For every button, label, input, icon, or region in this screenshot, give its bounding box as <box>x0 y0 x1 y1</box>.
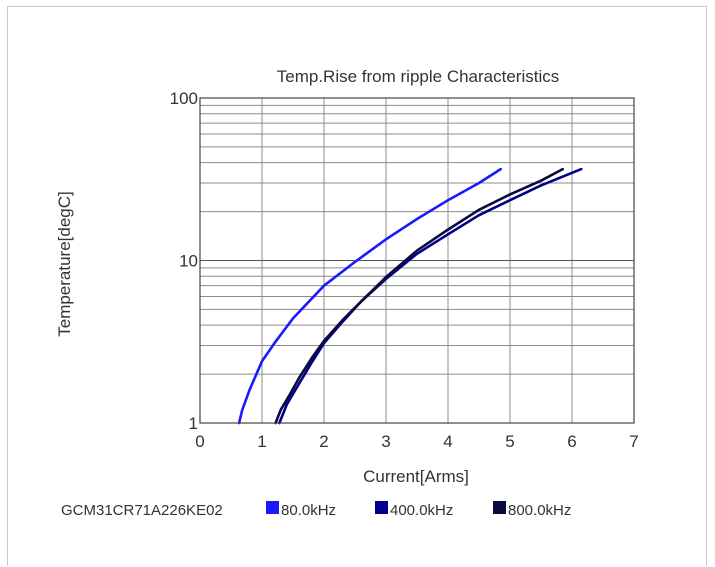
legend-part-number: GCM31CR71A226KE02 <box>61 502 223 519</box>
x-axis-label: Current[Arms] <box>363 467 469 486</box>
x-tick-label: 7 <box>629 432 638 451</box>
series-line-3 <box>274 167 565 425</box>
plot-frame <box>199 97 635 424</box>
y-tick-label: 1 <box>189 414 198 433</box>
legend-label-1: 80.0kHz <box>281 502 336 519</box>
x-tick-label: 4 <box>443 432 452 451</box>
legend-label-3: 800.0kHz <box>508 502 571 519</box>
legend-swatch-3 <box>493 501 506 514</box>
chart-title: Temp.Rise from ripple Characteristics <box>277 67 559 86</box>
legend-swatch-1 <box>266 501 279 514</box>
y-axis-label: Temperature[degC] <box>55 191 74 337</box>
x-tick-label: 5 <box>505 432 514 451</box>
legend-swatch-2 <box>375 501 388 514</box>
y-tick-label: 100 <box>170 89 198 108</box>
legend-label-2: 400.0kHz <box>390 502 453 519</box>
series-line-1 <box>237 167 503 425</box>
y-tick-label: 10 <box>179 252 198 271</box>
x-tick-label: 2 <box>319 432 328 451</box>
x-tick-label: 1 <box>257 432 266 451</box>
x-tick-label: 0 <box>195 432 204 451</box>
legend: GCM31CR71A226KE02 80.0kHz 400.0kHz 800.0kH… <box>61 501 571 519</box>
x-tick-label: 6 <box>567 432 576 451</box>
chart-panel: 0 1 2 3 4 5 6 7 1 10 100 Temp.Rise from ripple Cha… <box>7 6 707 566</box>
x-tick-label: 3 <box>381 432 390 451</box>
